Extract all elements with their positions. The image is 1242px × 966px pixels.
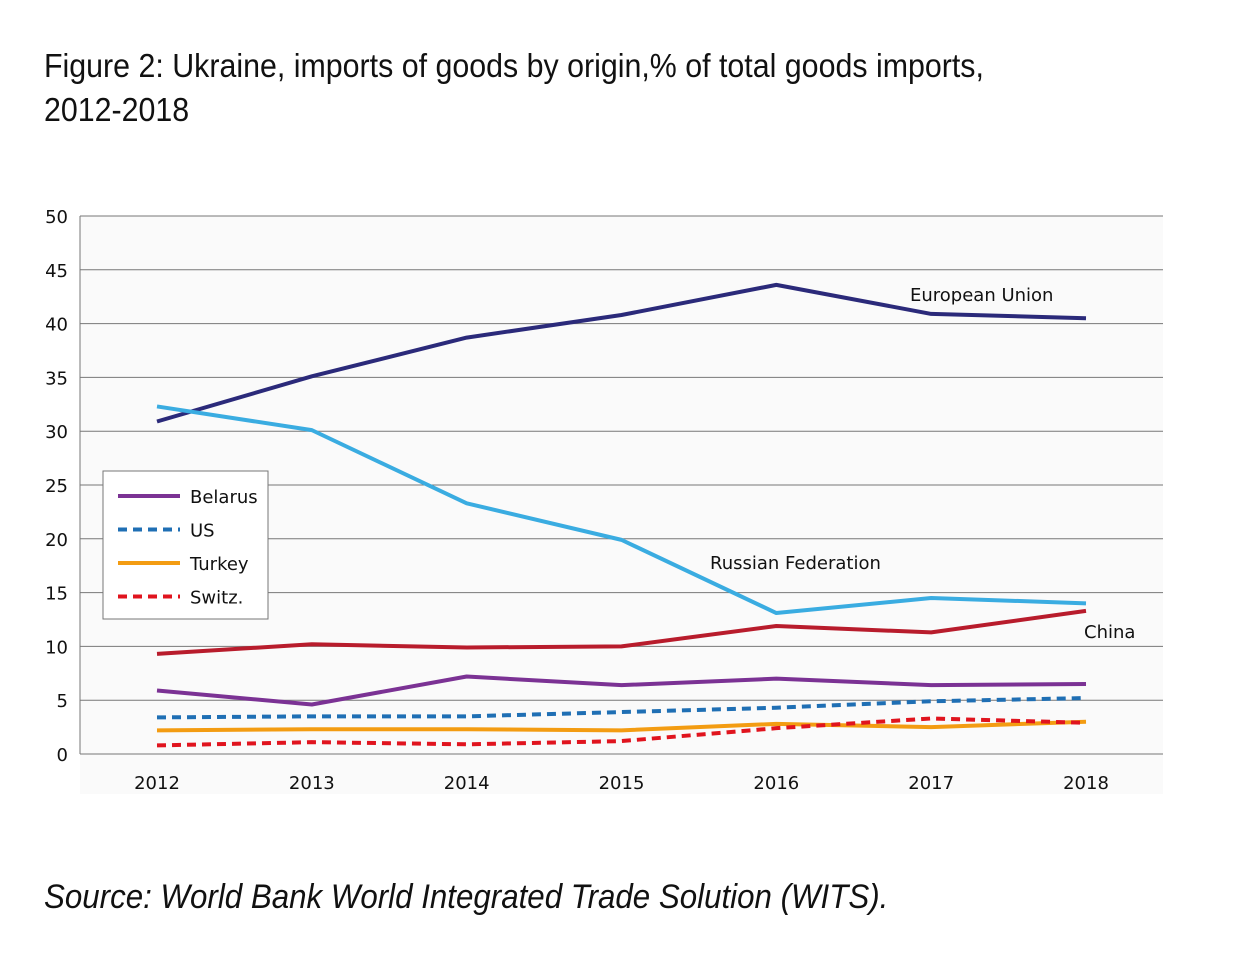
chart-title: Figure 2: Ukraine, imports of goods by o… (44, 44, 984, 132)
y-tick-label: 20 (45, 530, 68, 551)
legend-label: Switz. (190, 588, 243, 609)
x-tick-label: 2016 (753, 773, 799, 794)
legend-label: Belarus (190, 487, 258, 508)
series-label: European Union (910, 285, 1053, 306)
y-tick-label: 50 (45, 207, 68, 228)
legend-label: US (190, 521, 215, 542)
y-tick-label: 0 (57, 745, 68, 766)
x-tick-label: 2018 (1063, 773, 1109, 794)
y-tick-label: 45 (45, 261, 68, 282)
series-label: China (1084, 622, 1135, 643)
y-tick-label: 15 (45, 584, 68, 605)
x-tick-label: 2012 (134, 773, 180, 794)
y-tick-label: 40 (45, 315, 68, 336)
title-line-2: 2012-2018 (44, 91, 190, 128)
legend-label: Turkey (189, 554, 249, 575)
source-note: Source: World Bank World Integrated Trad… (44, 878, 889, 916)
x-tick-label: 2017 (908, 773, 954, 794)
y-tick-label: 5 (57, 691, 68, 712)
x-tick-label: 2014 (444, 773, 490, 794)
y-tick-label: 10 (45, 637, 68, 658)
y-tick-label: 25 (45, 476, 68, 497)
x-tick-label: 2015 (599, 773, 645, 794)
series-label: Russian Federation (710, 553, 881, 574)
title-line-1: Figure 2: Ukraine, imports of goods by o… (44, 47, 984, 84)
y-tick-label: 35 (45, 368, 68, 389)
y-tick-label: 30 (45, 422, 68, 443)
x-tick-label: 2013 (289, 773, 335, 794)
